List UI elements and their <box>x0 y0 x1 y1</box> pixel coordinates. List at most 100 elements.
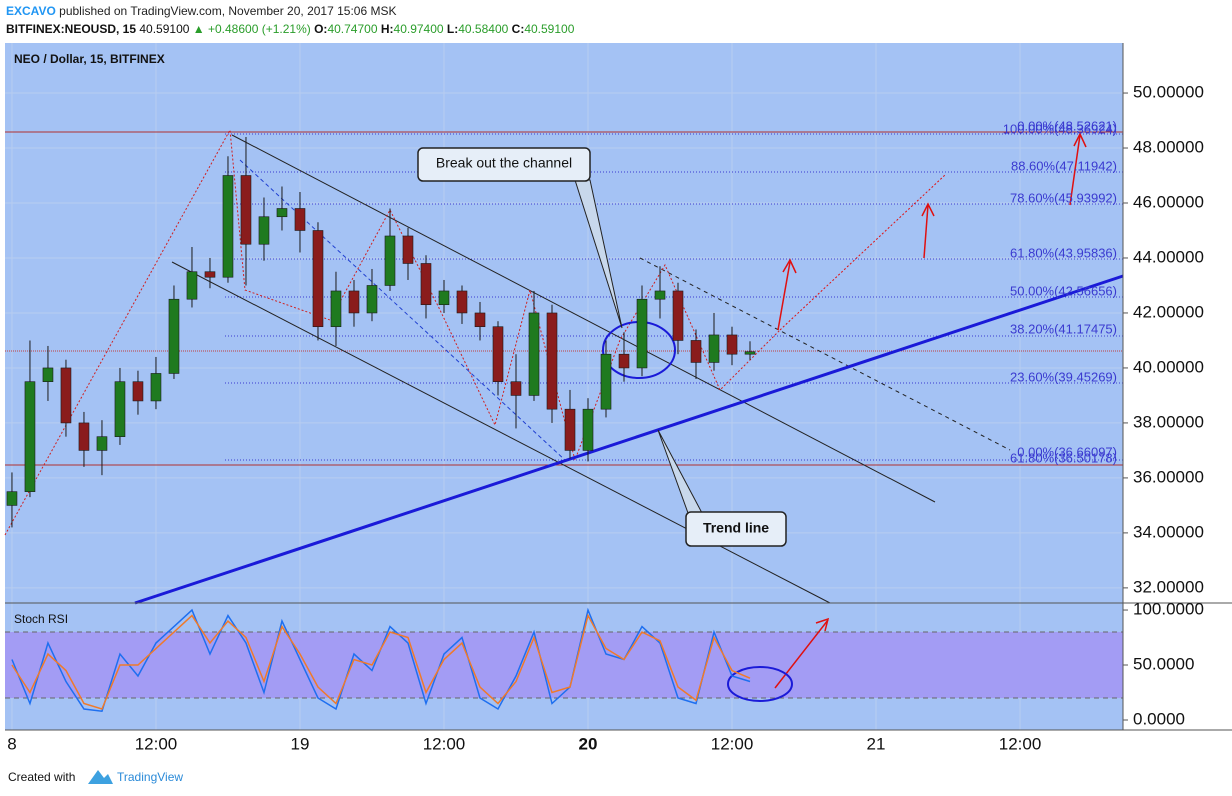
candle-body <box>726 334 738 355</box>
candle-body <box>348 290 360 314</box>
symbol: BITFINEX:NEOUSD, 15 <box>6 22 136 36</box>
callout-box <box>685 511 787 547</box>
published: published on TradingView.com, November 2… <box>59 4 396 18</box>
candle-body <box>384 235 396 286</box>
y-tick-label: 40.00000 <box>1133 357 1204 376</box>
grid <box>5 43 1123 730</box>
arrow <box>774 619 829 689</box>
change: ▲ +0.48600 (+1.21%) <box>193 22 311 36</box>
x-tick-label: 12:00 <box>711 734 754 753</box>
arrow <box>777 261 791 331</box>
fib-label: 50.00%(42.56656) <box>1010 283 1117 298</box>
candle-body <box>42 367 54 382</box>
candle-body <box>258 216 270 245</box>
candle-body <box>6 491 18 506</box>
fib-label: 61.80%(43.95836) <box>1010 245 1117 260</box>
fib-label: 0.00%(36.66097) <box>1017 444 1117 459</box>
candle-body <box>582 408 594 451</box>
fib-label: 78.60%(45.93992) <box>1010 190 1117 205</box>
candle-body <box>456 290 468 314</box>
header-line1: EXCAVO published on TradingView.com, Nov… <box>6 4 396 18</box>
arrow-head <box>782 258 797 274</box>
arrow-head <box>1073 132 1087 148</box>
last-price: 40.59100 <box>139 22 189 36</box>
candle-body <box>330 290 342 328</box>
candles <box>6 137 756 528</box>
candle-body <box>564 408 576 451</box>
callout-text: Break out the channel <box>436 155 572 171</box>
callout-breakout: Break out the channel <box>417 147 623 329</box>
candle-body <box>240 175 252 245</box>
footer-brand[interactable]: TradingView <box>117 770 183 784</box>
candle-body <box>636 298 648 369</box>
rsi-line <box>11 613 751 710</box>
y-tick-label: 100.0000 <box>1133 600 1204 619</box>
candle-body <box>276 208 288 218</box>
l-label: L: <box>447 22 458 36</box>
candle-body <box>402 235 414 264</box>
y-tick-label: 34.00000 <box>1133 522 1204 541</box>
x-tick-label: 20 <box>579 734 598 753</box>
logo[interactable] <box>88 770 113 784</box>
channel-line <box>639 257 1011 451</box>
y-tick-label: 50.00000 <box>1133 83 1204 102</box>
c-value: 40.59100 <box>524 22 574 36</box>
h-label: H: <box>381 22 394 36</box>
header-line2: BITFINEX:NEOUSD, 15 40.59100 ▲ +0.48600 … <box>6 22 575 36</box>
y-tick-label: 48.00000 <box>1133 138 1204 157</box>
candle-body <box>114 381 126 437</box>
rsi-band <box>5 632 1123 699</box>
fib-label: 23.60%(39.45269) <box>1010 369 1117 384</box>
candle-body <box>420 263 432 306</box>
y-tick-label: 32.00000 <box>1133 577 1204 596</box>
candle-body <box>222 175 234 278</box>
candle-body <box>654 290 666 300</box>
candle-body <box>708 334 720 363</box>
arrows <box>774 132 1087 689</box>
fib-label: 88.60%(47.11942) <box>1011 158 1117 173</box>
x-tick-label: 12:00 <box>135 734 178 753</box>
candle-body <box>24 381 36 492</box>
channel-line <box>231 134 936 503</box>
candle-body <box>492 326 504 382</box>
candle-body <box>366 285 378 314</box>
candle-body <box>150 373 162 402</box>
dashed-line <box>239 159 566 461</box>
x-tick-label: 19 <box>291 734 310 753</box>
candle-body <box>132 381 144 402</box>
arrow <box>1069 134 1081 206</box>
drawings <box>4 128 1124 702</box>
arrow <box>923 204 929 259</box>
arrow <box>779 174 946 331</box>
o-value: 40.74700 <box>327 22 377 36</box>
candle-body <box>690 340 702 363</box>
rsi-title: Stoch RSI <box>14 612 68 626</box>
h-value: 40.97400 <box>394 22 444 36</box>
chart-title: NEO / Dollar, 15, BITFINEX <box>14 52 165 66</box>
candle-body <box>600 353 612 410</box>
publisher[interactable]: EXCAVO <box>6 4 56 18</box>
arrow-head <box>921 202 935 217</box>
candle-body <box>672 290 684 341</box>
candle-body <box>618 353 630 369</box>
footer-created: Created with <box>8 770 75 784</box>
y-tick-label: 46.00000 <box>1133 192 1204 211</box>
candle-body <box>510 381 522 396</box>
arrow-head <box>815 617 830 632</box>
x-tick-label: 8 <box>7 734 16 753</box>
y-tick-label: 38.00000 <box>1133 412 1204 431</box>
price-pane <box>5 43 1123 603</box>
candle-body <box>78 422 90 451</box>
candle-body <box>438 290 450 306</box>
c-label: C: <box>512 22 525 36</box>
candle-body <box>528 312 540 396</box>
callout-trend: Trend line <box>657 429 787 547</box>
candle-body <box>168 298 180 374</box>
callout-text: Trend line <box>703 520 769 536</box>
y-tick-label: 44.00000 <box>1133 247 1204 266</box>
candle-body <box>204 271 216 278</box>
y-tick-label: 42.00000 <box>1133 302 1204 321</box>
highlight-ellipse <box>727 666 793 702</box>
fib-label: 61.80%(36.50178) <box>1010 450 1117 465</box>
